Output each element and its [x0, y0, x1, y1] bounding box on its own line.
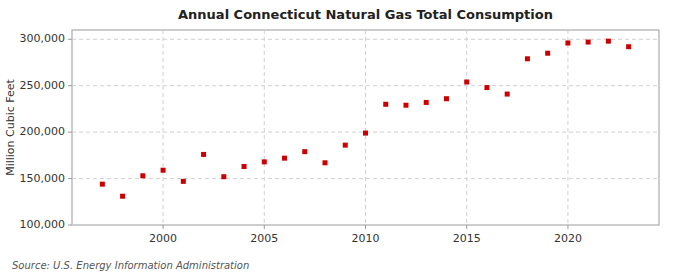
point [323, 160, 328, 165]
point [140, 173, 145, 178]
point [343, 143, 348, 148]
point [424, 100, 429, 105]
tick-label: 2010 [352, 232, 380, 245]
point [626, 44, 631, 49]
grid-line [567, 30, 568, 225]
point [221, 174, 226, 179]
tick-label: 100,000 [20, 218, 66, 231]
point [606, 39, 611, 44]
point [444, 96, 449, 101]
grid-line [163, 30, 164, 225]
point [484, 85, 489, 90]
tick-label: 250,000 [20, 79, 66, 92]
tick-mark [264, 225, 265, 229]
point [181, 179, 186, 184]
point [505, 92, 510, 97]
grid-line [365, 30, 366, 225]
point [545, 51, 550, 56]
tick-label: 2005 [250, 232, 278, 245]
grid-line [264, 30, 265, 225]
point [120, 194, 125, 199]
chart: 100,000 150,000 200,000 250,000 300,000 2000 2… [0, 0, 675, 275]
axis-label: Million Cubic Feet [4, 78, 17, 175]
tick-label: 2015 [453, 232, 481, 245]
plot-frame [72, 30, 659, 225]
points [100, 39, 631, 199]
tick-mark [68, 39, 72, 40]
title: Annual Connecticut Natural Gas Total Con… [178, 7, 553, 22]
tick-label: 2020 [554, 232, 582, 245]
point [282, 156, 287, 161]
point [525, 56, 530, 61]
tick-label: 200,000 [20, 125, 66, 138]
tick-mark [163, 225, 164, 229]
tick-mark [466, 225, 467, 229]
tick-mark [68, 178, 72, 179]
point [201, 152, 206, 157]
point [262, 159, 267, 164]
tick-label: 150,000 [20, 172, 66, 185]
point [464, 80, 469, 85]
point [383, 102, 388, 107]
tick-mark [567, 225, 568, 229]
point [242, 164, 247, 169]
point [403, 103, 408, 108]
tick-mark [68, 225, 72, 226]
point [363, 131, 368, 136]
tick-label: 300,000 [20, 32, 66, 45]
point [302, 149, 307, 154]
point [100, 182, 105, 187]
tick-mark [68, 85, 72, 86]
grid [72, 30, 659, 225]
point [586, 40, 591, 45]
tick-mark [365, 225, 366, 229]
tick-mark [68, 132, 72, 133]
point [161, 168, 166, 173]
point [565, 41, 570, 46]
annotation: Source: U.S. Energy Information Administ… [12, 260, 249, 271]
grid-line [466, 30, 467, 225]
tick-label: 2000 [149, 232, 177, 245]
